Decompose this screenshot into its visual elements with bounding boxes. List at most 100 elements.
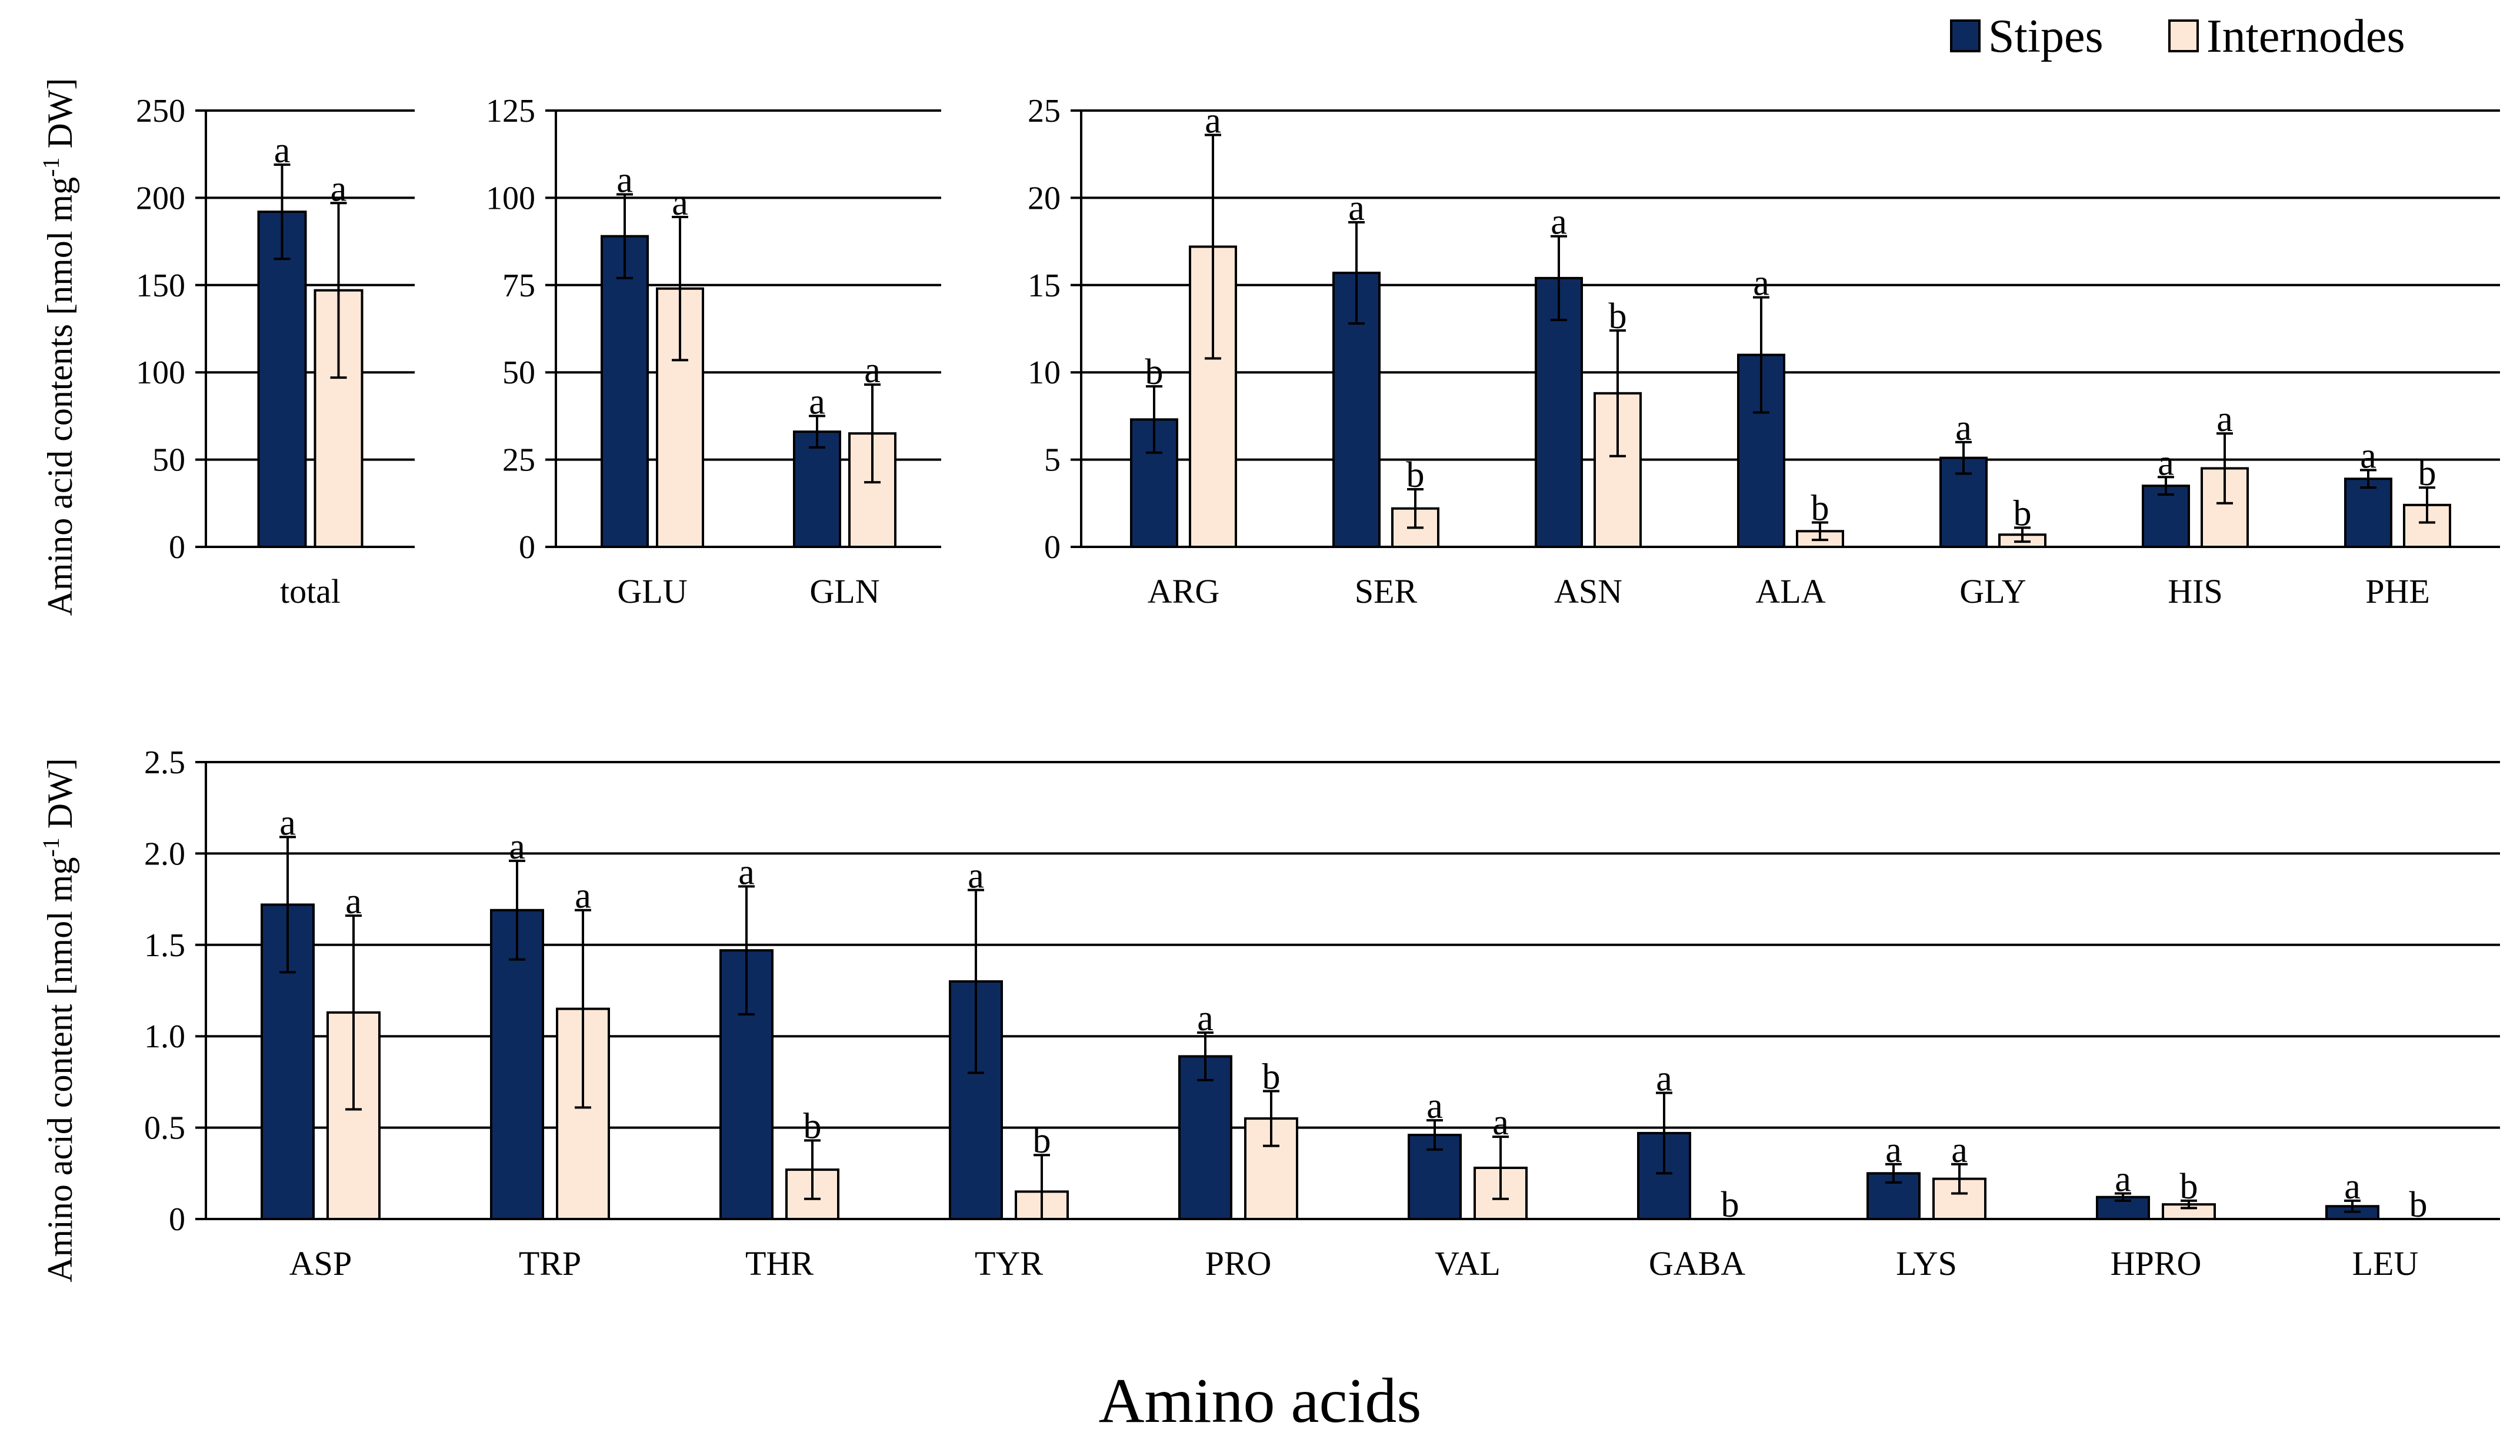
significance-letter: a (1955, 408, 1972, 448)
significance-letter: a (809, 382, 825, 422)
y-tick-label: 100 (136, 355, 185, 391)
significance-letter: a (2216, 399, 2233, 439)
legend-swatch-internodes (2168, 19, 2199, 52)
y-tick-label: 0 (519, 529, 535, 566)
significance-letter: b (1609, 296, 1627, 336)
x-tick-label: GLU (617, 572, 687, 610)
bar-stipes (2344, 477, 2392, 548)
bar-internodes (314, 289, 364, 548)
significance-letter: b (804, 1106, 822, 1146)
legend-swatch-stipes (1950, 19, 1981, 52)
x-tick-label: total (280, 572, 341, 610)
significance-letter: a (575, 876, 591, 916)
y-axis-title-top: Amino acid contents [nmol mg-1 DW] (38, 78, 79, 616)
significance-letter: b (1262, 1057, 1281, 1097)
x-tick-label: ARG (1148, 572, 1219, 610)
bar-stipes (490, 909, 544, 1221)
y-tick-label: 0 (169, 529, 185, 566)
significance-letter: b (1406, 455, 1425, 495)
significance-letter: b (1033, 1121, 1051, 1161)
y-tick-label: 2.0 (144, 836, 185, 872)
significance-letter: a (1197, 999, 1214, 1038)
y-tick-label: 2.5 (144, 744, 185, 781)
significance-letter: a (616, 160, 633, 200)
bar-internodes (556, 1007, 610, 1220)
legend-label-stipes: Stipes (1988, 11, 2104, 62)
x-tick-label: TRP (519, 1244, 581, 1283)
legend: Stipes Internodes (1950, 11, 2405, 62)
significance-letter: a (738, 852, 755, 892)
significance-letter: a (345, 881, 362, 921)
significance-letter: a (2158, 443, 2174, 483)
y-tick-label: 15 (1028, 268, 1061, 304)
y-tick-label: 200 (136, 180, 185, 216)
bar-internodes (1594, 392, 1642, 548)
significance-letter: a (1492, 1103, 1509, 1143)
y-tick-label: 150 (136, 268, 185, 304)
y-tick-label: 10 (1028, 355, 1061, 391)
significance-letter: a (2344, 1167, 2361, 1207)
x-tick-label: HPRO (2111, 1244, 2202, 1283)
y-tick-label: 0.5 (144, 1110, 185, 1147)
significance-letter: b (1145, 352, 1164, 392)
significance-letter: a (1426, 1086, 1443, 1126)
legend-label-internodes: Internodes (2206, 11, 2405, 62)
y-tick-label: 125 (486, 93, 535, 129)
x-tick-label: LYS (1896, 1244, 1957, 1283)
bar-stipes (1178, 1055, 1232, 1220)
y-tick-label: 0 (169, 1201, 185, 1238)
y-tick-label: 250 (136, 93, 185, 129)
bar-stipes (601, 235, 649, 549)
significance-letter: a (509, 827, 525, 867)
y-tick-label: 75 (502, 268, 535, 304)
y-tick-label: 100 (486, 180, 535, 216)
x-tick-label: GLN (809, 572, 879, 610)
x-tick-label: SER (1355, 572, 1418, 610)
bar-stipes (793, 430, 841, 548)
x-tick-label: PHE (2365, 572, 2430, 610)
y-tick-label: 25 (502, 442, 535, 479)
significance-letter: b (2180, 1167, 2198, 1207)
significance-letter: a (331, 169, 347, 209)
significance-letter: a (1753, 263, 1769, 303)
significance-letter: a (2360, 436, 2376, 476)
x-tick-label: VAL (1435, 1244, 1501, 1283)
significance-letter: a (1205, 101, 1221, 141)
significance-letter: b (2409, 1185, 2428, 1225)
y-tick-label: 50 (502, 355, 535, 391)
significance-letter: a (1551, 202, 1567, 242)
significance-letter: a (1951, 1130, 1968, 1170)
significance-letter: b (2418, 453, 2436, 493)
y-tick-label: 1.0 (144, 1018, 185, 1055)
bar-stipes (261, 903, 315, 1220)
significance-letter: b (1811, 488, 1829, 528)
significance-letter: a (2115, 1159, 2131, 1199)
significance-letter: a (1885, 1130, 1902, 1170)
y-tick-label: 0 (1044, 529, 1061, 566)
x-tick-label: GLY (1959, 572, 2026, 610)
x-axis-title: Amino acids (1099, 1366, 1422, 1436)
y-axis-title-bottom: Amino acid content [nmol mg-1 DW] (38, 758, 79, 1282)
x-tick-label: ALA (1755, 572, 1825, 610)
x-tick-label: ASN (1554, 572, 1622, 610)
y-tick-label: 20 (1028, 180, 1061, 216)
bar-stipes (257, 211, 307, 549)
x-tick-label: TYR (975, 1244, 1043, 1283)
x-tick-label: PRO (1205, 1244, 1272, 1283)
significance-letter: b (1721, 1185, 1739, 1225)
y-tick-label: 50 (152, 442, 185, 479)
x-tick-label: LEU (2352, 1244, 2419, 1283)
y-tick-label: 5 (1044, 442, 1061, 479)
significance-letter: a (968, 856, 984, 896)
significance-letter: a (279, 803, 296, 843)
significance-letter: a (1348, 188, 1365, 228)
significance-letter: a (274, 131, 291, 171)
significance-letter: a (672, 183, 688, 223)
x-tick-label: GABA (1649, 1244, 1745, 1283)
x-tick-label: ASP (289, 1244, 352, 1283)
y-tick-label: 1.5 (144, 927, 185, 964)
chart-panels: 050100150200250totalaa0255075100125GLUaa… (136, 93, 2500, 1283)
significance-letter: b (2014, 493, 2032, 533)
